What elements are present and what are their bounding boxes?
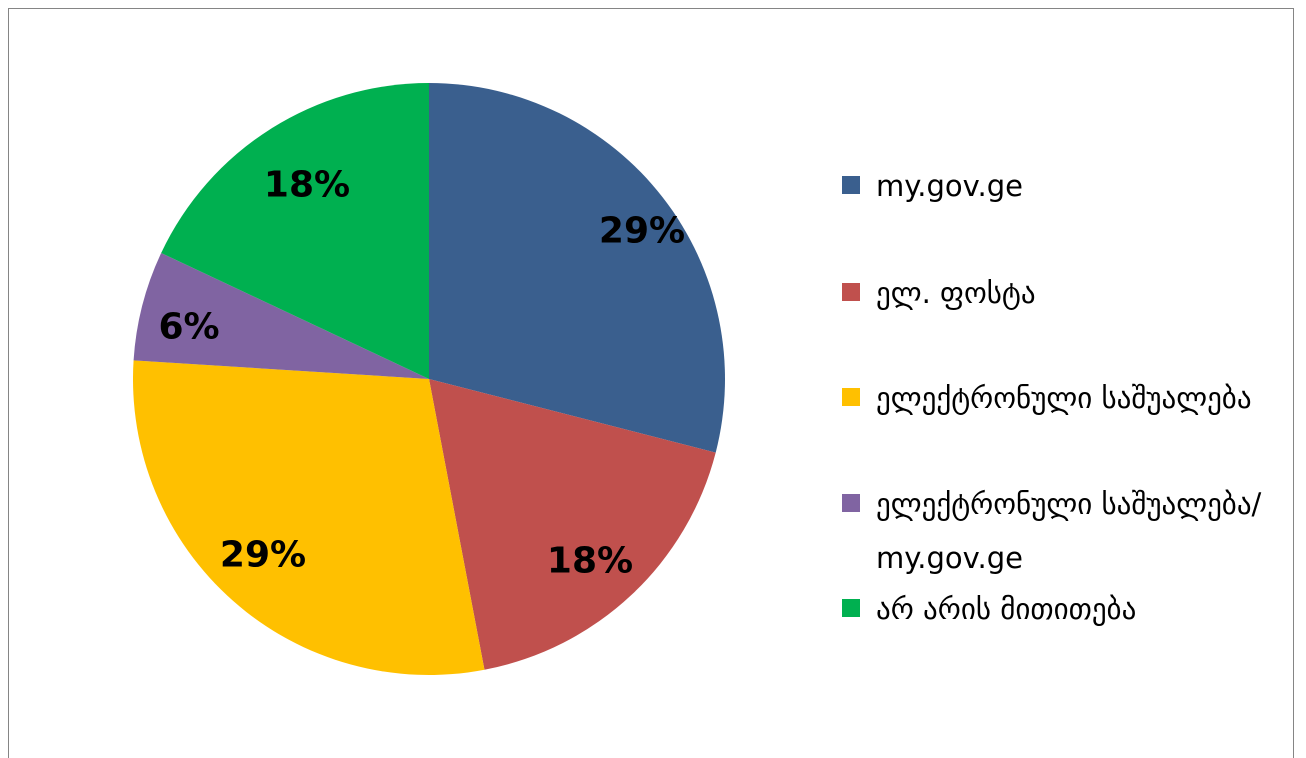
legend-swatch	[842, 176, 860, 194]
legend-label: my.gov.ge	[876, 169, 1024, 203]
pie-slice	[161, 83, 430, 379]
pie-slice	[132, 360, 485, 676]
legend-label: ელექტრონული საშუალება	[876, 381, 1252, 415]
legend-label: არ არის მითითება	[876, 592, 1137, 626]
slice-data-label: 29%	[220, 535, 306, 576]
legend-swatch	[842, 283, 860, 301]
legend-label: ელექტრონული საშუალება/ my.gov.ge	[876, 487, 1262, 575]
slice-data-label: 18%	[547, 541, 633, 582]
legend-swatch	[842, 599, 860, 617]
chart-frame: 29% 18% 29% 6% 18% my.gov.ge ელ. ფოსტა ელექტ…	[8, 8, 1294, 758]
slice-data-label: 18%	[264, 165, 350, 206]
slice-data-label: 29%	[599, 211, 685, 252]
legend-swatch	[842, 494, 860, 512]
pie-slice	[133, 252, 429, 379]
pie-chart: 29% 18% 29% 6% 18%	[132, 83, 725, 676]
legend-label: ელ. ფოსტა	[876, 276, 1036, 310]
slice-data-label: 6%	[158, 307, 219, 348]
legend-swatch	[842, 388, 860, 406]
pie-slice	[429, 379, 716, 670]
pie-slice	[429, 83, 725, 453]
